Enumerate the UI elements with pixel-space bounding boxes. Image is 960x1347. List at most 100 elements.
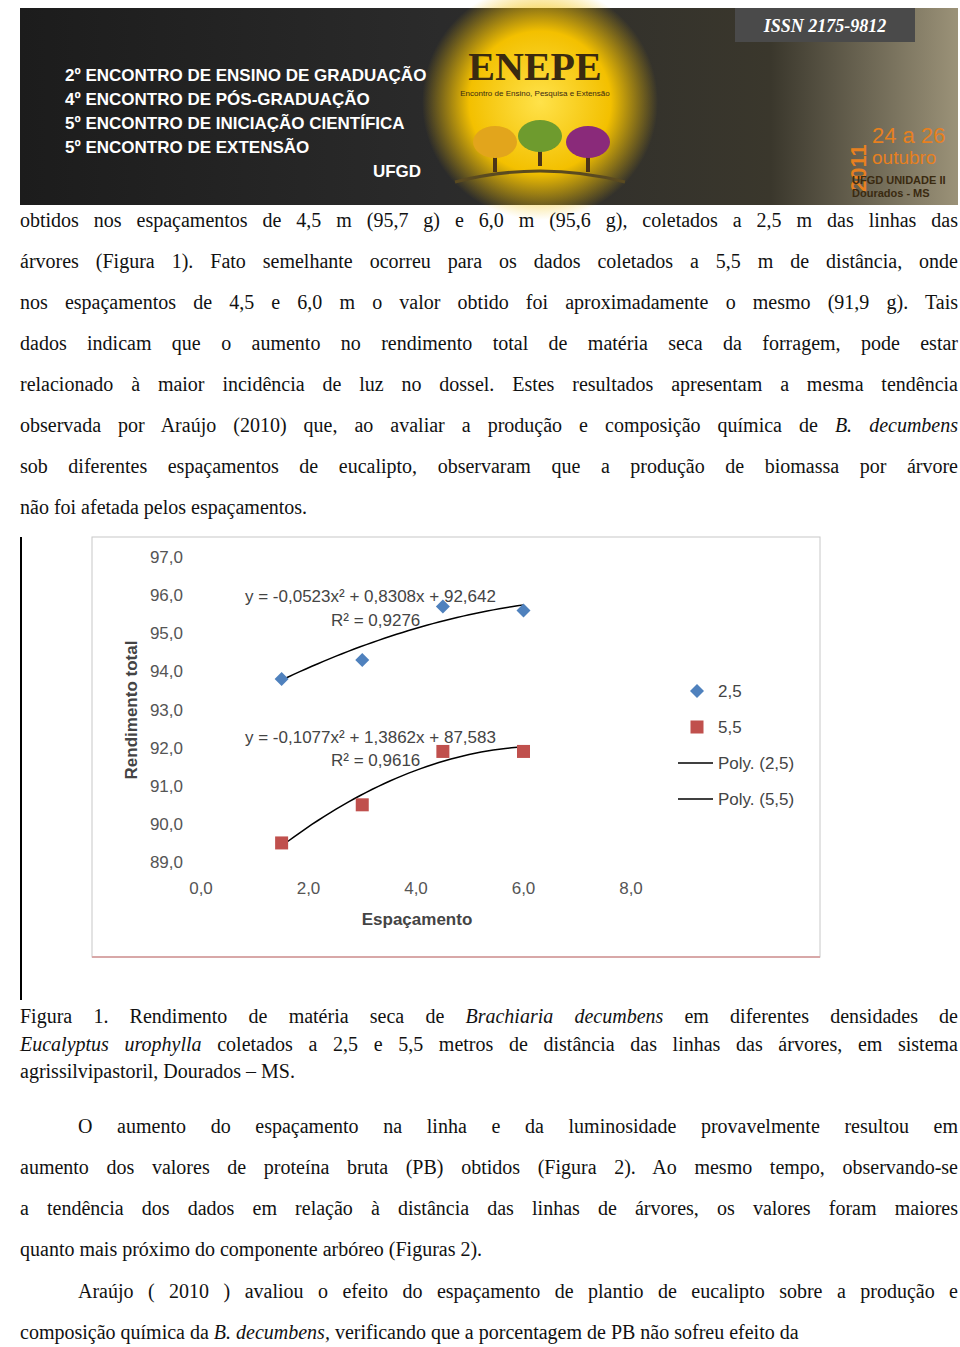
trendline bbox=[282, 747, 524, 846]
line-content: relacionado à maior incidência de luz no… bbox=[20, 373, 958, 395]
x-axis-label: Espaçamento bbox=[362, 910, 473, 929]
y-tick-label: 93,0 bbox=[150, 701, 183, 720]
text-run: verificando que a porcentagem de PB não … bbox=[330, 1321, 799, 1343]
y-tick-label: 92,0 bbox=[150, 739, 183, 758]
text-line: Figura 1. Rendimento de matéria seca de … bbox=[20, 1004, 958, 1028]
line-content: obtidos nos espaçamentos de 4,5 m (95,7 … bbox=[20, 209, 958, 231]
text-line: aumento dos valores de proteína bruta (P… bbox=[20, 1155, 958, 1179]
banner-line: 2º ENCONTRO DE ENSINO DE GRADUAÇÃO bbox=[65, 65, 426, 85]
data-point bbox=[356, 798, 369, 811]
line-content: O aumento do espaçamento na linha e da l… bbox=[78, 1115, 958, 1137]
line-content: quanto mais próximo do componente arbóre… bbox=[20, 1238, 482, 1260]
line-content: composição química da B. decumbens, veri… bbox=[20, 1321, 799, 1343]
text-run: O aumento do espaçamento na linha e da l… bbox=[78, 1115, 958, 1137]
banner-line: 5º ENCONTRO DE INICIAÇÃO CIENTÍFICA bbox=[65, 113, 405, 133]
y-tick-label: 89,0 bbox=[150, 853, 183, 872]
legend-marker bbox=[691, 721, 704, 734]
text-line: O aumento do espaçamento na linha e da l… bbox=[78, 1114, 958, 1138]
text-line: obtidos nos espaçamentos de 4,5 m (95,7 … bbox=[20, 208, 958, 232]
text-run: coletados a 2,5 e 5,5 metros de distânci… bbox=[202, 1033, 958, 1055]
text-line: não foi afetada pelos espaçamentos. bbox=[20, 495, 307, 519]
x-tick-label: 2,0 bbox=[297, 879, 321, 898]
text-run: obtidos nos espaçamentos de 4,5 m (95,7 … bbox=[20, 209, 958, 231]
italic-run: B. decumbens, bbox=[214, 1321, 330, 1343]
italic-run: Eucalyptus urophylla bbox=[20, 1033, 202, 1055]
trend-equation: y = -0,0523x² + 0,8308x + 92,642 bbox=[245, 587, 496, 606]
text-run: relacionado à maior incidência de luz no… bbox=[20, 373, 958, 395]
data-point bbox=[275, 672, 289, 686]
text-run: Araújo ( 2010 ) avaliou o efeito do espa… bbox=[78, 1280, 958, 1302]
y-tick-label: 95,0 bbox=[150, 624, 183, 643]
text-line: quanto mais próximo do componente arbóre… bbox=[20, 1237, 482, 1261]
text-line: nos espaçamentos de 4,5 e 6,0 m o valor … bbox=[20, 290, 958, 314]
logo: ENEPE bbox=[468, 44, 601, 89]
text-run: agrissilvipastoril, Dourados – MS. bbox=[20, 1060, 295, 1082]
line-content: sob diferentes espaçamentos de eucalipto… bbox=[20, 455, 958, 477]
chart-frame-bottom bbox=[92, 956, 820, 958]
tree-crown bbox=[566, 126, 610, 158]
header-banner: 2º ENCONTRO DE ENSINO DE GRADUAÇÃO 4º ENC… bbox=[20, 0, 958, 220]
legend-line bbox=[678, 798, 713, 800]
tree-crown bbox=[518, 120, 562, 152]
text-run: sob diferentes espaçamentos de eucalipto… bbox=[20, 455, 958, 477]
text-run: árvores (Figura 1). Fato semelhante ocor… bbox=[20, 250, 958, 272]
legend-label: 2,5 bbox=[718, 682, 742, 701]
text-line: árvores (Figura 1). Fato semelhante ocor… bbox=[20, 249, 958, 273]
trend-r2: R² = 0,9276 bbox=[331, 611, 420, 630]
data-point bbox=[517, 603, 531, 617]
y-tick-label: 94,0 bbox=[150, 662, 183, 681]
tree-crown bbox=[473, 126, 517, 158]
legend-marker bbox=[690, 684, 704, 698]
dates: 24 a 26 bbox=[872, 123, 945, 148]
banner-glow bbox=[422, 0, 658, 220]
line-content: nos espaçamentos de 4,5 e 6,0 m o valor … bbox=[20, 291, 958, 313]
text-run: não foi afetada pelos espaçamentos. bbox=[20, 496, 307, 518]
x-tick-label: 8,0 bbox=[619, 879, 643, 898]
text-line: dados indicam que o aumento no rendiment… bbox=[20, 331, 958, 355]
margin-rule bbox=[20, 537, 22, 1000]
text-line: relacionado à maior incidência de luz no… bbox=[20, 372, 958, 396]
chart: 89,090,091,092,093,094,095,096,097,00,02… bbox=[21, 537, 820, 1000]
text-run: dados indicam que o aumento no rendiment… bbox=[20, 332, 958, 354]
line-content: observada por Araújo (2010) que, ao aval… bbox=[20, 414, 958, 436]
x-tick-label: 0,0 bbox=[189, 879, 213, 898]
x-tick-label: 6,0 bbox=[512, 879, 536, 898]
banner-line: 4º ENCONTRO DE PÓS-GRADUAÇÃO bbox=[65, 89, 370, 109]
banner-line: 5º ENCONTRO DE EXTENSÃO bbox=[65, 137, 309, 157]
month: outubro bbox=[872, 147, 936, 168]
text-line: Araújo ( 2010 ) avaliou o efeito do espa… bbox=[78, 1279, 958, 1303]
line-content: árvores (Figura 1). Fato semelhante ocor… bbox=[20, 250, 958, 272]
legend-label: Poly. (5,5) bbox=[718, 790, 794, 809]
text-line: sob diferentes espaçamentos de eucalipto… bbox=[20, 454, 958, 478]
text-run: a tendência dos dados em relação à distâ… bbox=[20, 1197, 958, 1219]
plot-area bbox=[275, 600, 531, 850]
city: Dourados - MS bbox=[852, 187, 930, 199]
issn: ISSN 2175-9812 bbox=[763, 16, 887, 36]
text-run: composição química da bbox=[20, 1321, 214, 1343]
text-line: agrissilvipastoril, Dourados – MS. bbox=[20, 1059, 295, 1083]
venue: UFGD UNIDADE II bbox=[852, 174, 946, 186]
text-run: quanto mais próximo do componente arbóre… bbox=[20, 1238, 482, 1260]
line-content: não foi afetada pelos espaçamentos. bbox=[20, 496, 307, 518]
line-content: Araújo ( 2010 ) avaliou o efeito do espa… bbox=[78, 1280, 958, 1302]
x-tick-label: 4,0 bbox=[404, 879, 428, 898]
y-tick-label: 96,0 bbox=[150, 586, 183, 605]
text-line: composição química da B. decumbens, veri… bbox=[20, 1320, 799, 1344]
italic-run: B. decumbens bbox=[835, 414, 958, 436]
text-line: observada por Araújo (2010) que, ao aval… bbox=[20, 413, 958, 437]
text-run: nos espaçamentos de 4,5 e 6,0 m o valor … bbox=[20, 291, 958, 313]
trendline bbox=[282, 605, 524, 680]
y-tick-label: 91,0 bbox=[150, 777, 183, 796]
text-line: Eucalyptus urophylla coletados a 2,5 e 5… bbox=[20, 1032, 958, 1056]
chart-frame bbox=[92, 537, 820, 957]
text-line: a tendência dos dados em relação à distâ… bbox=[20, 1196, 958, 1220]
line-content: agrissilvipastoril, Dourados – MS. bbox=[20, 1060, 295, 1082]
y-tick-label: 97,0 bbox=[150, 548, 183, 567]
text-run: aumento dos valores de proteína bruta (P… bbox=[20, 1156, 958, 1178]
legend-label: 5,5 bbox=[718, 718, 742, 737]
logo-subtitle: Encontro de Ensino, Pesquisa e Extensão bbox=[460, 89, 610, 98]
data-point bbox=[275, 836, 288, 849]
trend-r2: R² = 0,9616 bbox=[331, 751, 420, 770]
line-content: aumento dos valores de proteína bruta (P… bbox=[20, 1156, 958, 1178]
issn-box bbox=[735, 8, 915, 42]
